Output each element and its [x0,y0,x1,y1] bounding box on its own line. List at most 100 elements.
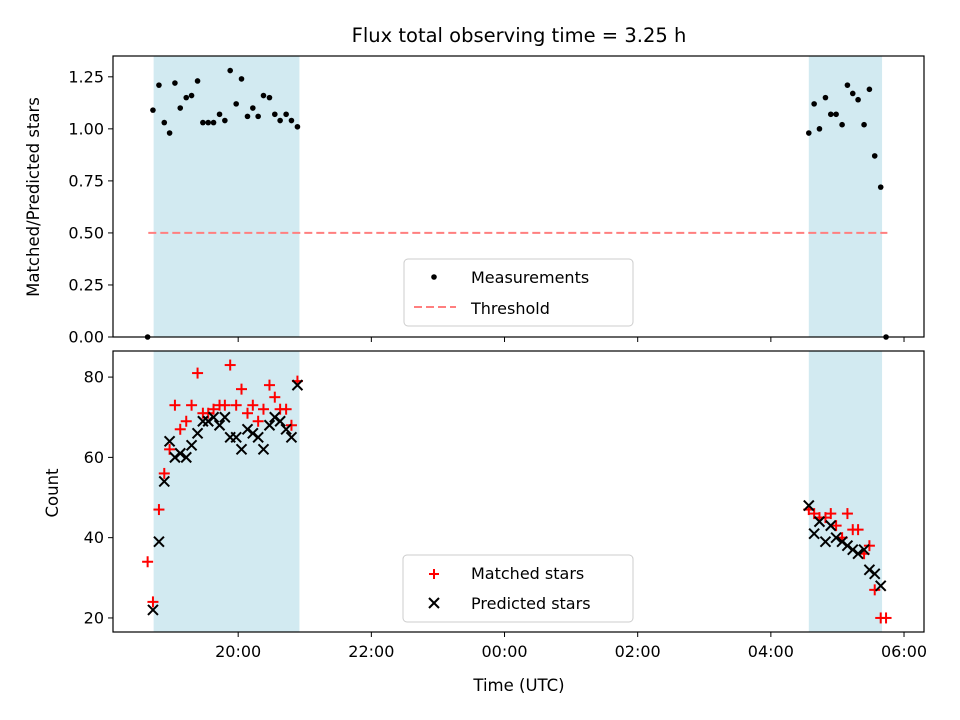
measurements-legend-label: Measurements [471,268,589,287]
matched-star-point-16 [230,399,242,411]
predicted-star-point-28 [808,527,820,540]
top-observing-window-0 [153,56,300,337]
matched-star-point-1 [147,596,159,608]
matched-star-point-8 [186,399,198,411]
matched-star-point-18 [242,407,254,419]
measurement-point-14 [222,117,228,124]
predicted-star-point-8 [191,427,204,439]
predicted-star-point-6 [180,451,192,464]
predicted-star-point-25 [285,431,298,444]
top-observing-window-1 [808,56,883,337]
measurements-legend-marker [431,274,437,280]
predicted-star-point-1 [153,535,165,548]
top-axes-frame [112,55,925,338]
bottom-xtick-label-4: 04:00 [748,642,794,661]
bottom-ytick-label-0: 20 [84,608,104,627]
matched-star-point-21 [257,403,269,415]
measurement-point-31 [822,94,829,101]
measurement-point-19 [250,105,256,111]
measurement-point-17 [238,76,245,82]
measurement-point-32 [827,111,834,118]
measurement-point-15 [227,67,233,74]
threshold-legend-label: Threshold [470,299,550,318]
matched-star-point-12 [208,403,220,415]
measurement-point-29 [811,101,817,107]
measurement-point-38 [861,121,867,128]
measurement-point-37 [855,96,861,103]
predicted-star-point-11 [207,411,220,423]
bottom-legend: Matched stars Predicted stars [402,554,634,623]
measurement-point-27 [294,123,301,130]
measurement-point-20 [255,113,261,120]
bottom-ytick-label-3: 80 [84,368,104,387]
matched-star-point-0 [142,556,154,568]
matched-legend-label: Matched stars [471,564,584,583]
bottom-legend-box [402,554,634,623]
top-xticks-group [237,337,905,342]
bottom-xtick-label-5: 06:00 [881,642,927,661]
matched-star-point-20 [252,415,264,427]
bottom-points-group [142,359,892,624]
measurement-point-2 [156,82,162,88]
top-legend-box [403,258,634,327]
measurement-point-5 [172,80,178,86]
bottom-xticks-group: 20:00 22:00 00:00 02:00 04:00 06:00 [215,632,927,661]
predicted-star-point-5 [174,447,186,460]
measurement-point-13 [216,111,223,118]
matched-star-point-40 [869,584,881,596]
measurement-point-30 [816,126,823,132]
matched-star-point-3 [158,467,170,479]
measurement-point-4 [166,130,173,136]
top-points-group [144,67,889,340]
predicted-star-point-39 [869,568,881,580]
predicted-star-point-27 [803,499,815,512]
top-ytick-label-5: 1.25 [68,67,104,86]
matched-star-point-32 [825,508,837,520]
predicted-star-point-3 [163,435,176,448]
bottom-observing-window-0 [153,351,300,632]
measurement-point-28 [806,130,812,136]
predicted-star-point-21 [263,419,276,431]
measurement-point-7 [183,94,190,101]
matched-star-point-17 [236,383,248,395]
matched-star-point-14 [219,399,231,411]
predicted-star-point-30 [819,535,832,548]
predicted-star-point-36 [852,548,864,560]
top-ytick-label-2: 0.50 [68,223,104,242]
chart-title: Flux total observing time = 3.25 h [352,24,687,47]
measurement-point-24 [277,117,283,124]
matched-star-point-2 [153,504,165,516]
measurement-point-36 [849,90,856,97]
bottom-axes-frame [112,350,925,633]
measurement-point-39 [866,86,873,93]
predicted-star-point-23 [274,415,286,427]
measurement-point-25 [283,111,289,118]
top-ylabel: Matched/Predicted stars [24,97,43,297]
matched-star-point-35 [841,508,853,520]
predicted-star-point-2 [158,475,170,488]
measurement-point-9 [194,78,201,84]
measurement-point-26 [288,117,295,124]
matched-star-point-42 [880,612,892,624]
measurement-point-11 [205,119,212,126]
measurement-point-8 [188,92,195,99]
matched-star-point-25 [280,403,292,415]
matched-legend-marker [429,569,439,579]
matched-star-point-6 [174,423,186,435]
matched-star-point-19 [247,399,259,411]
predicted-star-point-15 [230,431,242,444]
predicted-star-point-26 [291,379,304,391]
measurement-point-16 [233,101,239,107]
matched-star-point-5 [169,399,181,411]
matched-star-point-22 [263,379,275,391]
measurement-point-35 [844,82,851,88]
predicted-legend-label: Predicted stars [471,594,591,613]
measurement-point-12 [210,119,217,126]
bottom-ytick-label-2: 60 [84,448,104,467]
measurement-point-41 [877,184,884,190]
measurement-point-34 [839,121,845,128]
bottom-ytick-label-1: 40 [84,528,104,547]
top-ytick-label-0: 0.00 [68,328,104,347]
predicted-legend-marker [428,597,440,609]
bottom-observing-window-1 [808,351,883,632]
